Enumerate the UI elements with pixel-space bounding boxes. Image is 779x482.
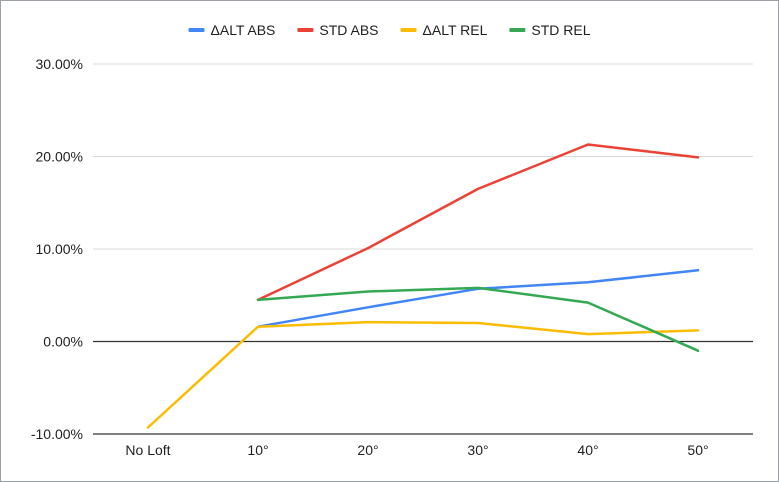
legend-swatch bbox=[400, 28, 417, 32]
x-tick-label: 30° bbox=[467, 442, 488, 458]
y-tick-label: 10.00% bbox=[36, 241, 83, 257]
series-line-std-abs bbox=[256, 143, 700, 302]
series-layer bbox=[146, 143, 700, 429]
x-tick-label: 50° bbox=[687, 442, 708, 458]
y-tick-label: 20.00% bbox=[36, 149, 83, 165]
legend-label: STD REL bbox=[531, 22, 590, 38]
legend: ΔALT ABS STD ABS ΔALT REL STD REL bbox=[188, 22, 591, 38]
legend-label: ΔALT ABS bbox=[211, 22, 276, 38]
legend-swatch bbox=[297, 28, 314, 32]
x-tick-label: No Loft bbox=[125, 442, 170, 458]
y-tick-label: 30.00% bbox=[36, 56, 83, 72]
legend-swatch bbox=[188, 28, 205, 32]
legend-swatch bbox=[509, 28, 526, 32]
legend-label: ΔALT REL bbox=[423, 22, 488, 38]
axis-layer: 30.00% 20.00% 10.00% 0.00% -10.00% No Loft 10°… bbox=[31, 56, 753, 458]
y-tick-label: 0.00% bbox=[43, 334, 83, 350]
legend-item[interactable]: STD REL bbox=[509, 22, 591, 38]
x-tick-label: 40° bbox=[577, 442, 598, 458]
x-tick-label: 20° bbox=[357, 442, 378, 458]
legend-item[interactable]: ΔALT ABS bbox=[188, 22, 276, 38]
legend-item[interactable]: STD ABS bbox=[297, 22, 379, 38]
series-line-alt-abs bbox=[256, 269, 700, 328]
series-line-alt-rel bbox=[146, 320, 700, 429]
y-tick-label: -10.00% bbox=[31, 426, 83, 442]
legend-item[interactable]: ΔALT REL bbox=[400, 22, 488, 38]
grid-layer bbox=[93, 63, 753, 435]
x-tick-label: 10° bbox=[247, 442, 268, 458]
series-line-std-rel bbox=[256, 286, 700, 352]
legend-label: STD ABS bbox=[319, 22, 378, 38]
